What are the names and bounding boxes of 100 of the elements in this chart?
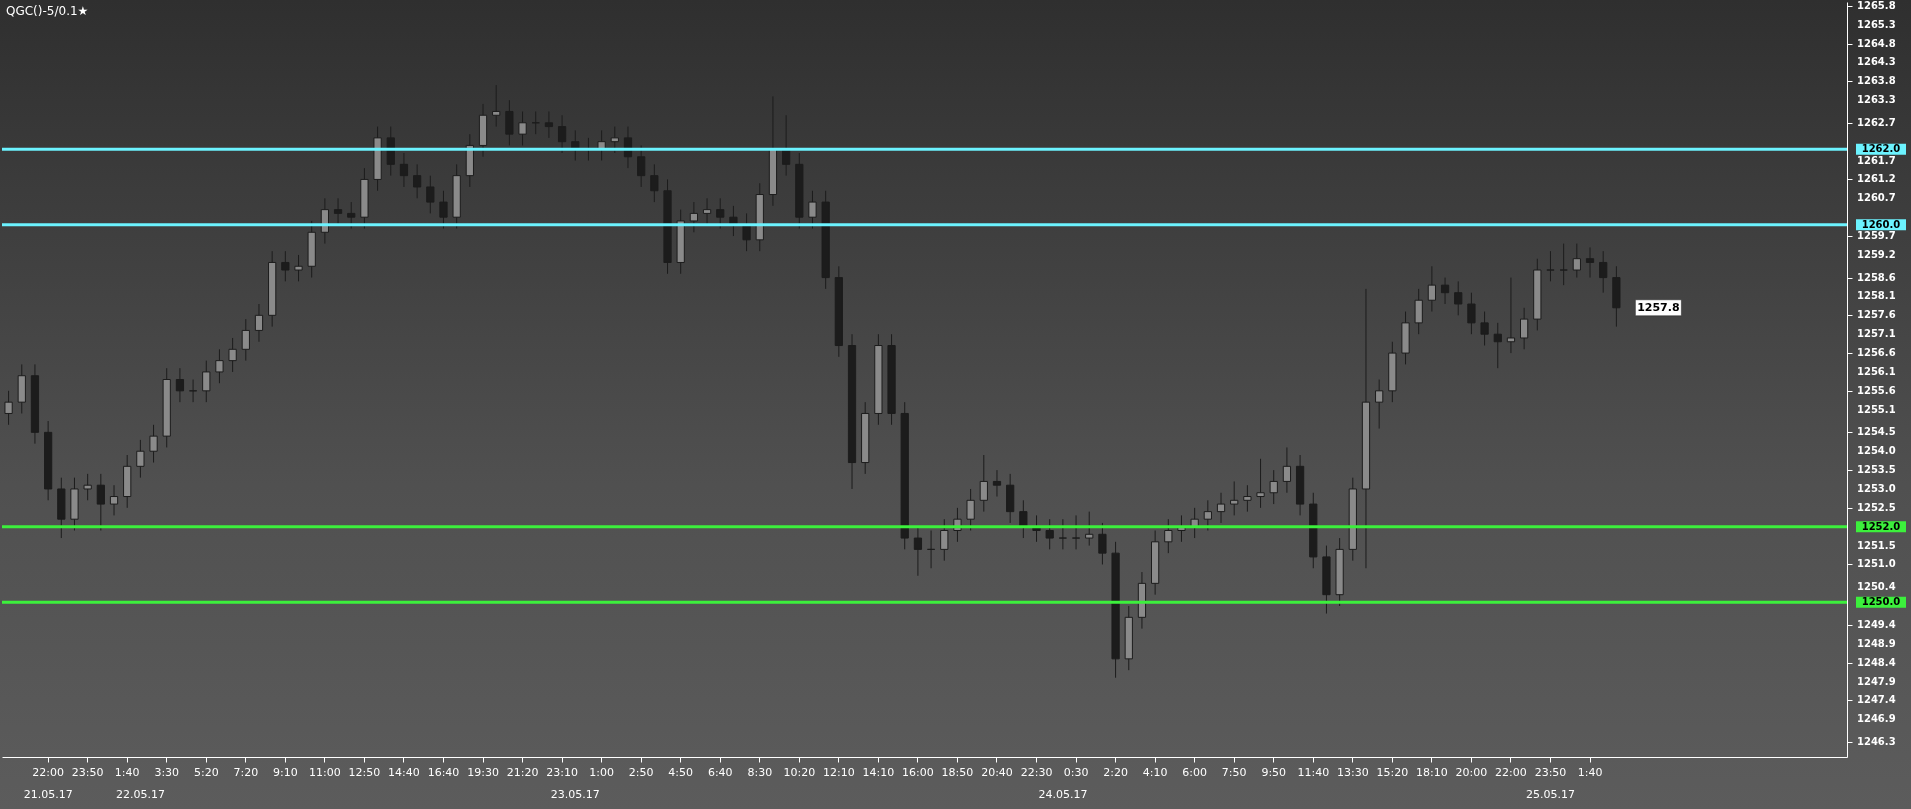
candlestick [1058, 518, 1067, 550]
x-tick-label: 2:50 [628, 765, 654, 779]
candlestick [597, 129, 606, 162]
y-tick-label: 1258.1 [1857, 290, 1896, 302]
y-tick-label: 1261.7 [1857, 154, 1896, 166]
candlestick [254, 303, 264, 343]
y-tick-label: 1253.5 [1857, 464, 1896, 476]
candlestick [1520, 307, 1529, 350]
x-tick-label: 0:30 [1063, 765, 1089, 779]
candlestick [610, 126, 619, 154]
candlestick [1375, 379, 1384, 430]
x-tick-label: 20:40 [981, 765, 1013, 779]
candlestick [1427, 265, 1436, 313]
x-tick-label: 12:10 [822, 765, 855, 779]
y-tick-label: 1257.6 [1857, 309, 1896, 321]
x-tick-label: 21:20 [506, 765, 539, 779]
x-tick-label: 1:40 [1577, 765, 1603, 779]
x-tick-label: 6:00 [1182, 765, 1208, 779]
x-tick-label: 2:20 [1103, 765, 1128, 779]
y-tick-label: 1264.3 [1857, 56, 1896, 68]
text: 22.05.17 [115, 788, 165, 801]
x-tick-label: 6:40 [707, 765, 733, 779]
chart-title: QGC()-5/0.1★ [6, 4, 89, 18]
ref-line-label: 1250.0 [1861, 596, 1901, 608]
y-tick-label: 1251.0 [1857, 558, 1896, 570]
candlestick [1045, 518, 1054, 550]
ref-line-label: 1260.0 [1861, 218, 1901, 230]
x-tick-label: 1:40 [114, 765, 140, 779]
x-tick-label: 8:30 [747, 765, 773, 779]
y-tick-label: 1262.7 [1857, 116, 1896, 128]
y-tick-label: 1259.7 [1857, 230, 1896, 242]
candlestick [1572, 243, 1581, 279]
candlestick [1506, 277, 1516, 354]
x-tick-label: 23:50 [71, 765, 104, 779]
candlestick [109, 484, 119, 516]
candlestick [505, 99, 514, 146]
x-tick-label: 18:10 [1416, 765, 1448, 779]
candlestick [913, 526, 923, 577]
text: 23.05.17 [550, 788, 600, 801]
candlestick [637, 144, 646, 188]
x-tick-label: 14:40 [388, 765, 420, 779]
y-tick-label: 1256.1 [1857, 365, 1896, 377]
candlestick [1559, 243, 1568, 286]
x-tick-label: 10:20 [783, 765, 816, 779]
y-tick-label: 1256.6 [1857, 347, 1896, 359]
candlestick [702, 197, 712, 226]
candlestick [96, 473, 105, 531]
candlestick [1440, 277, 1450, 305]
y-tick-label: 1264.8 [1857, 37, 1896, 49]
candlestick [992, 469, 1002, 498]
candlestick [83, 473, 92, 501]
x-tick-label: 11:00 [309, 765, 341, 779]
candlestick [413, 163, 422, 199]
candlestick [241, 318, 250, 362]
candlestick [650, 163, 659, 203]
x-tick-label: 7:20 [233, 765, 259, 779]
x-tick-label: 19:30 [467, 765, 499, 779]
x-tick-label: 1:00 [589, 765, 614, 779]
y-tick-label: 1265.3 [1857, 18, 1896, 30]
y-tick-label: 1260.7 [1857, 192, 1896, 204]
ref-line-label: 1252.0 [1861, 520, 1901, 532]
candlestick [347, 201, 356, 229]
candlestick [333, 197, 343, 226]
candlestick [742, 212, 751, 252]
candlestick [281, 250, 290, 282]
candlestick [940, 518, 949, 562]
x-tick-label: 15:20 [1376, 765, 1409, 779]
x-tick-label: 23:10 [546, 765, 578, 779]
y-tick-label: 1248.9 [1857, 637, 1896, 649]
y-tick-label: 1246.9 [1857, 713, 1896, 725]
candlestick [492, 84, 501, 128]
candlestick [215, 348, 224, 384]
candlestick [1585, 246, 1595, 279]
candlestick [1230, 480, 1239, 516]
y-tick-label: 1247.9 [1857, 675, 1896, 687]
y-tick-label: 1249.4 [1857, 618, 1896, 630]
candlestick [1467, 292, 1476, 335]
x-tick-label: 7:50 [1221, 765, 1247, 779]
x-tick-label: 5:20 [193, 765, 219, 779]
candlestick [966, 488, 975, 531]
y-tick-label: 1247.4 [1857, 694, 1896, 706]
candlestick [716, 197, 725, 229]
candlestick [149, 424, 158, 464]
candlestick [518, 110, 527, 146]
y-tick-label: 1258.6 [1857, 271, 1896, 283]
x-tick-label: 12:50 [348, 765, 381, 779]
y-tick-label: 1251.5 [1857, 539, 1896, 551]
y-tick-label: 1255.6 [1857, 384, 1896, 396]
text: 25.05.17 [1525, 788, 1575, 801]
candlestick [1493, 322, 1502, 369]
candlestick [544, 110, 554, 139]
x-tick-label: 16:40 [427, 765, 460, 779]
candlestick [1071, 514, 1081, 550]
candlestick [979, 454, 988, 513]
candlestick [4, 390, 13, 426]
candlestick [689, 201, 698, 233]
candlestick [1454, 280, 1463, 316]
x-tick-label: 9:50 [1261, 765, 1287, 779]
candlestick [399, 152, 409, 188]
candlestick [1243, 484, 1252, 513]
